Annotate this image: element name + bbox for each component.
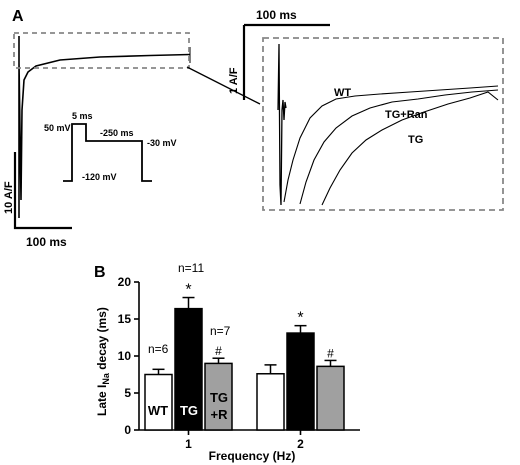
trace-wt [283, 85, 499, 203]
protocol-t-step2: -250 ms [100, 128, 134, 138]
scale-bar-right [242, 23, 330, 100]
significance-hash: # [327, 346, 334, 360]
bars: * * # # [144, 282, 345, 431]
y-tick-label: 10 [118, 349, 132, 363]
x-tick-label: 1 [185, 437, 192, 451]
y-tick-label: 20 [118, 275, 132, 289]
trace-label-tg: TG [408, 134, 423, 146]
scale-current-left: 10 A/F [3, 181, 15, 214]
bar-wt-1hz [144, 373, 173, 431]
panel-b-letter: B [94, 264, 106, 281]
x-tick-label: 2 [297, 437, 304, 451]
bar-label-tgr-line1: TG [210, 390, 228, 405]
y-axis-label-prefix: Late I [95, 385, 109, 416]
overview-current-trace [18, 36, 191, 218]
y-axis-label: Late INa decay (ms) [95, 307, 111, 416]
y-tick-label: 15 [118, 312, 132, 326]
significance-star: * [185, 282, 191, 299]
panel-a: A 10 A/F 100 ms 50 mV 5 ms -250 ms -30 m… [3, 8, 504, 249]
y-axis-label-suffix: decay (ms) [95, 307, 109, 373]
protocol-v-step2: -30 mV [147, 138, 177, 148]
bar-label-tg: TG [180, 403, 198, 418]
bar-label-wt: WT [148, 403, 168, 418]
bar-wt-2hz [256, 373, 285, 431]
y-tick-label: 5 [124, 386, 131, 400]
trace-tg [321, 91, 499, 206]
panel-a-letter: A [12, 8, 24, 25]
y-axis-label-sub: Na [101, 372, 111, 384]
voltage-protocol [63, 123, 152, 182]
scale-current-right: 1 A/F [228, 67, 240, 94]
zoom-detail-box [262, 37, 504, 211]
protocol-v-hold: -120 mV [82, 172, 117, 182]
trace-tg-ran [299, 89, 499, 205]
n-label-tg: n=11 [178, 261, 204, 275]
y-tick-label: 0 [124, 423, 131, 437]
bar-tg-1hz [174, 307, 203, 431]
bar-label-tgr-line2: +R [211, 407, 229, 422]
significance-star: * [297, 310, 303, 327]
n-label-tgr: n=7 [210, 324, 231, 338]
zoom-connector [186, 66, 261, 105]
n-label-wt: n=6 [148, 342, 169, 356]
scale-time-left: 100 ms [26, 235, 67, 249]
bar-tgr-1hz [204, 362, 233, 431]
protocol-t-step1: 5 ms [72, 111, 93, 121]
scale-bar-left [13, 152, 72, 230]
trace-label-tg-ran: TG+Ran [385, 109, 428, 121]
protocol-v-step1: 50 mV [44, 123, 71, 133]
significance-hash: # [215, 344, 222, 358]
trace-label-wt: WT [334, 87, 351, 99]
scale-time-right: 100 ms [256, 8, 297, 22]
y-axis-ticks: 0 5 10 15 20 [118, 275, 139, 437]
bar-tgr-2hz [316, 365, 345, 431]
zoom-region-box [13, 32, 190, 69]
bar-tg-2hz [286, 332, 315, 431]
x-axis-label: Frequency (Hz) [209, 449, 296, 463]
trace-transient [277, 43, 287, 206]
